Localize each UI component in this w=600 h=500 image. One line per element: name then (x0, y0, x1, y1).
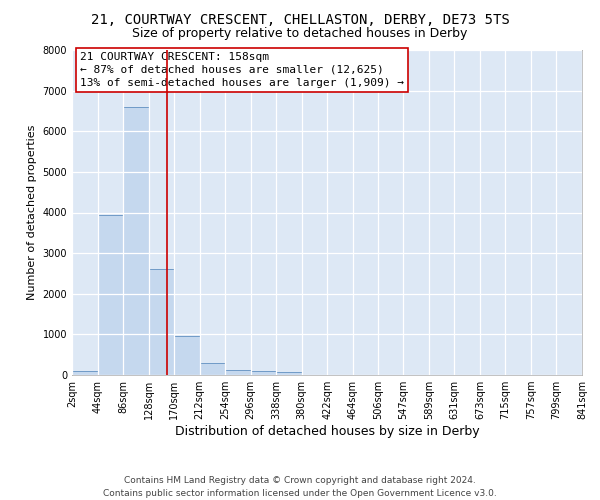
Text: 21, COURTWAY CRESCENT, CHELLASTON, DERBY, DE73 5TS: 21, COURTWAY CRESCENT, CHELLASTON, DERBY… (91, 12, 509, 26)
Y-axis label: Number of detached properties: Number of detached properties (27, 125, 37, 300)
Bar (72, 371, 98, 375)
Text: Contains HM Land Registry data © Crown copyright and database right 2024.
Contai: Contains HM Land Registry data © Crown c… (103, 476, 497, 498)
Text: 21 COURTWAY CRESCENT: 158sqm
← 87% of detached houses are smaller (12,625)
13% o: 21 COURTWAY CRESCENT: 158sqm ← 87% of de… (80, 52, 404, 88)
Bar (149, 270, 174, 375)
Bar (200, 363, 225, 375)
X-axis label: Distribution of detached houses by size in Derby: Distribution of detached houses by size … (175, 425, 479, 438)
Bar (98, 214, 123, 375)
Text: Size of property relative to detached houses in Derby: Size of property relative to detached ho… (133, 28, 467, 40)
Bar (225, 370, 251, 375)
Bar (251, 371, 276, 375)
Bar (123, 107, 149, 375)
Bar (276, 372, 302, 375)
Bar (174, 336, 200, 375)
